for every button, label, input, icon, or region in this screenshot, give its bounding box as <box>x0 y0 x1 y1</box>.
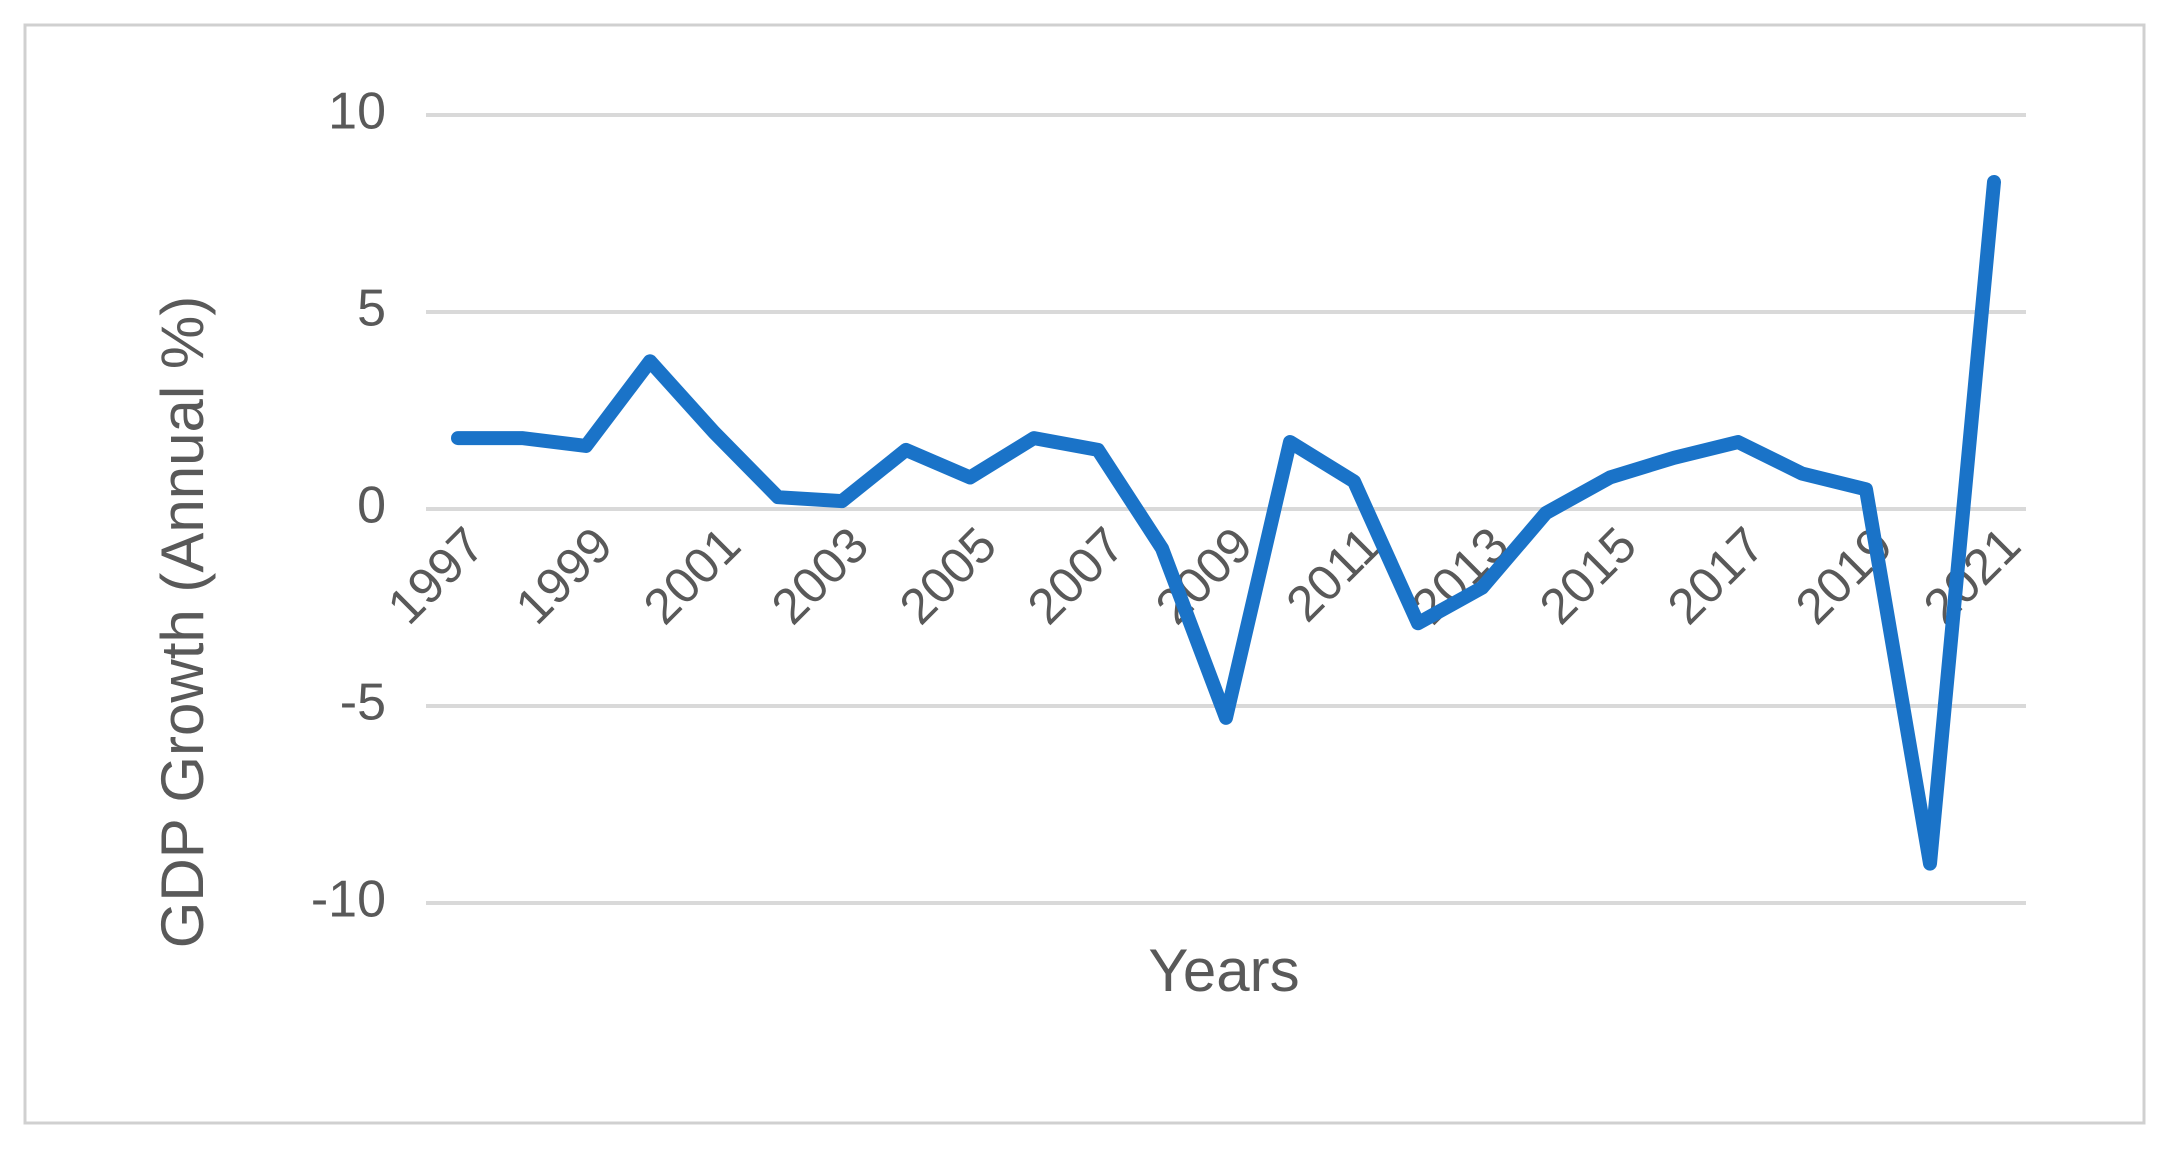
y-axis-title: GDP Growth (Annual %) <box>149 296 216 948</box>
y-tick-label: -5 <box>340 674 386 732</box>
y-tick-label: 10 <box>328 83 386 141</box>
x-axis-title: Years <box>1148 937 1299 1004</box>
y-tick-label: -10 <box>311 871 386 929</box>
chart-frame <box>23 23 2146 1125</box>
data-line <box>451 174 2001 871</box>
y-tick-label: 5 <box>357 280 386 338</box>
y-tick-label: 0 <box>357 477 386 535</box>
